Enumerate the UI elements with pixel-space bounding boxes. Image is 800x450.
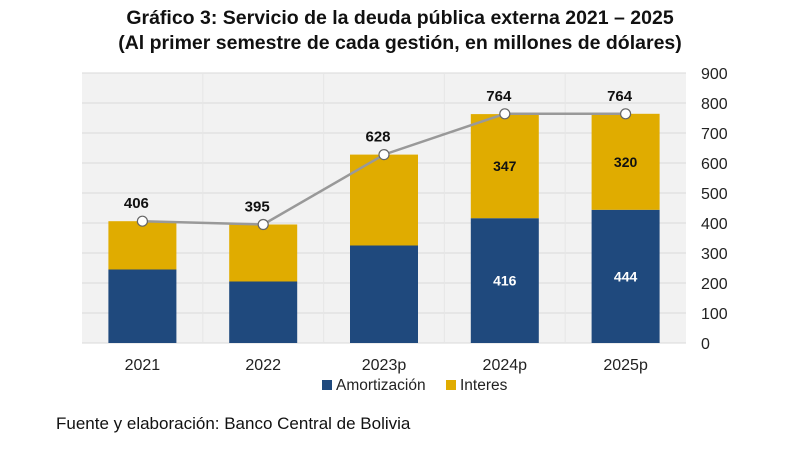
legend-swatch-amortizacion: [322, 380, 332, 390]
x-tick-label: 2021: [125, 357, 161, 374]
amortizacion-value-label: 416: [493, 273, 517, 289]
bar-amortizacion: [229, 281, 298, 343]
total-marker: [257, 218, 269, 231]
y-tick-label: 100: [701, 306, 728, 323]
chart-title: Gráfico 3: Servicio de la deuda pública …: [126, 7, 674, 29]
x-tick-label: 2022: [245, 357, 281, 374]
y-tick-label: 300: [701, 246, 728, 263]
y-tick-label: 700: [701, 126, 728, 143]
bar-interes: [108, 221, 177, 270]
interes-value-label: 347: [493, 158, 517, 174]
bar-interes: [350, 154, 418, 246]
y-tick-label: 900: [701, 66, 728, 83]
y-tick-label: 600: [701, 156, 728, 173]
y-tick-label: 0: [701, 336, 710, 353]
x-tick-label: 2024p: [483, 357, 528, 374]
total-value-label: 395: [245, 199, 270, 216]
bar-amortizacion: [108, 269, 177, 343]
total-value-label: 764: [486, 88, 512, 105]
y-tick-label: 400: [701, 216, 728, 233]
bar-interes: [229, 224, 298, 282]
legend-label-interes: Interes: [460, 377, 508, 394]
legend-label-amortizacion: Amortización: [336, 377, 426, 394]
bar-amortizacion: [591, 209, 660, 343]
total-value-label: 406: [124, 195, 149, 212]
interes-value-label: 320: [614, 154, 638, 170]
y-tick-label: 200: [701, 276, 728, 293]
total-marker: [499, 108, 511, 120]
total-marker: [619, 108, 632, 120]
bar-amortizacion: [350, 245, 418, 343]
bar-interes: [470, 114, 539, 219]
chart-subtitle: (Al primer semestre de cada gestión, en …: [118, 32, 682, 54]
source-note: Fuente y elaboración: Banco Central de B…: [56, 414, 411, 433]
total-value-label: 764: [607, 88, 633, 105]
legend-swatch-interes: [446, 380, 456, 390]
x-tick-label: 2023p: [362, 357, 407, 374]
bar-amortizacion: [470, 218, 539, 343]
total-value-label: 628: [365, 129, 390, 146]
amortizacion-value-label: 444: [614, 268, 638, 284]
total-marker: [136, 215, 148, 227]
y-tick-label: 800: [701, 96, 728, 113]
y-tick-label: 500: [701, 186, 728, 203]
x-tick-label: 2025p: [603, 357, 648, 374]
bar-interes: [591, 113, 660, 210]
total-marker: [378, 149, 390, 161]
